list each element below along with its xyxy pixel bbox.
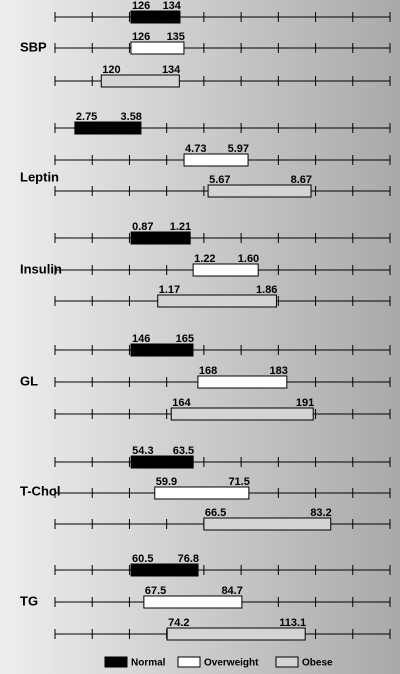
- value-label: 59.9: [156, 476, 177, 488]
- value-label: 134: [163, 0, 182, 12]
- legend-swatch: [104, 656, 128, 668]
- panel-label: Insulin: [20, 261, 62, 276]
- legend-swatch: [275, 656, 299, 668]
- range-bar: [130, 455, 194, 469]
- value-label: 54.3: [132, 445, 153, 457]
- panel-label: T-Chol: [20, 483, 60, 498]
- legend-swatch: [177, 656, 201, 668]
- value-label: 1.86: [256, 284, 277, 296]
- panel-label: SBP: [20, 39, 47, 54]
- range-bar: [130, 10, 181, 24]
- range-bar: [143, 595, 243, 609]
- range-bar: [157, 294, 277, 308]
- panel-label: GL: [20, 373, 38, 388]
- panel-label: Leptin: [20, 169, 59, 184]
- range-bar: [170, 407, 314, 421]
- range-bar: [192, 263, 259, 277]
- value-label: 146: [132, 333, 150, 345]
- value-label: 1.22: [194, 253, 215, 265]
- range-bar: [207, 184, 312, 198]
- value-label: 126: [132, 31, 150, 43]
- value-label: 67.5: [145, 585, 166, 597]
- value-label: 84.7: [221, 585, 242, 597]
- range-bar: [130, 231, 191, 245]
- range-bar: [100, 74, 180, 88]
- value-label: 5.97: [228, 143, 249, 155]
- value-label: 1.60: [238, 253, 259, 265]
- range-bar: [130, 343, 194, 357]
- value-label: 134: [162, 64, 181, 76]
- range-bar: [130, 563, 199, 577]
- value-label: 1.21: [170, 221, 191, 233]
- value-label: 5.67: [209, 174, 230, 186]
- value-label: 1.17: [159, 284, 180, 296]
- value-label: 74.2: [168, 617, 189, 629]
- value-label: 83.2: [310, 507, 331, 519]
- value-label: 71.5: [228, 476, 249, 488]
- range-bar: [154, 486, 250, 500]
- value-label: 126: [132, 0, 150, 12]
- value-label: 8.67: [291, 174, 312, 186]
- value-label: 135: [167, 31, 185, 43]
- value-label: 165: [176, 333, 194, 345]
- value-label: 66.5: [205, 507, 226, 519]
- range-bar: [166, 627, 306, 641]
- value-label: 76.8: [178, 553, 199, 565]
- value-label: 60.5: [132, 553, 153, 565]
- value-label: 3.58: [121, 111, 142, 123]
- value-label: 2.75: [76, 111, 97, 123]
- value-label: 168: [199, 365, 217, 377]
- value-label: 63.5: [173, 445, 194, 457]
- range-bar: [74, 121, 142, 135]
- range-bar: [183, 153, 249, 167]
- value-label: 120: [102, 64, 120, 76]
- value-label: 4.73: [185, 143, 206, 155]
- range-bar: [203, 517, 332, 531]
- range-bar: [130, 41, 185, 55]
- range-bar: [197, 375, 288, 389]
- panel-label: TG: [20, 593, 38, 608]
- value-label: 113.1: [279, 617, 306, 629]
- legend-label: Obese: [302, 658, 333, 669]
- value-label: 183: [269, 365, 287, 377]
- value-label: 191: [296, 397, 314, 409]
- value-label: 164: [172, 397, 191, 409]
- legend-label: Normal: [131, 658, 166, 669]
- value-label: 0.87: [132, 221, 153, 233]
- legend-label: Overweight: [204, 658, 259, 669]
